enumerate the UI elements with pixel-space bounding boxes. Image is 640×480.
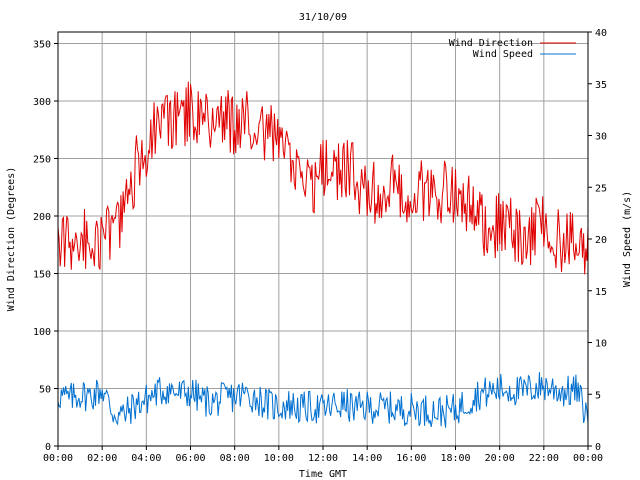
x-tick-label: 04:00 — [131, 453, 161, 464]
x-tick-label: 16:00 — [396, 453, 426, 464]
y-right-tick-label: 10 — [595, 339, 607, 350]
x-tick-label: 18:00 — [440, 453, 470, 464]
y-left-tick-label: 50 — [39, 385, 51, 396]
legend: Wind Direction Wind Speed — [449, 38, 576, 60]
x-tick-label: 06:00 — [175, 453, 205, 464]
y-left-tick-label: 150 — [33, 270, 51, 281]
y-right-tick-label: 40 — [595, 28, 607, 39]
x-tick-label: 20:00 — [485, 453, 515, 464]
chart-title: 31/10/09 — [299, 12, 347, 23]
series-line-wind-direction — [57, 81, 589, 275]
y-right-axis-label: Wind Speed (m/s) — [622, 191, 633, 287]
x-tick-label: 14:00 — [352, 453, 382, 464]
x-axis-label: Time GMT — [299, 469, 347, 480]
y-right-tick-label: 30 — [595, 132, 607, 143]
series-line-wind-speed — [57, 372, 589, 428]
x-tick-label: 00:00 — [573, 453, 603, 464]
y-right-tick-label: 35 — [595, 80, 607, 91]
legend-label-wind-direction: Wind Direction — [449, 38, 533, 49]
legend-label-wind-speed: Wind Speed — [473, 49, 533, 60]
y-left-tick-label: 0 — [45, 442, 51, 453]
y-left-tick-label: 350 — [33, 40, 51, 51]
series-layer — [57, 81, 589, 428]
y-right-tick-label: 15 — [595, 287, 607, 298]
y-left-tick-label: 200 — [33, 212, 51, 223]
x-tick-label: 22:00 — [529, 453, 559, 464]
y-left-axis-label: Wind Direction (Degrees) — [6, 167, 17, 312]
x-tick-label: 12:00 — [308, 453, 338, 464]
y-right-tick-label: 20 — [595, 235, 607, 246]
axis-layer: 00:00 02:00 04:00 06:00 08:00 10:00 12:00 14:00… — [33, 28, 607, 464]
y-right-tick-label: 25 — [595, 183, 607, 194]
y-left-tick-label: 250 — [33, 155, 51, 166]
y-left-tick-label: 100 — [33, 327, 51, 338]
x-tick-label: 08:00 — [220, 453, 250, 464]
y-right-tick-label: 5 — [595, 390, 601, 401]
x-tick-label: 10:00 — [264, 453, 294, 464]
x-tick-label: 02:00 — [87, 453, 117, 464]
x-tick-label: 00:00 — [43, 453, 73, 464]
y-left-tick-label: 300 — [33, 97, 51, 108]
y-right-tick-label: 0 — [595, 442, 601, 453]
